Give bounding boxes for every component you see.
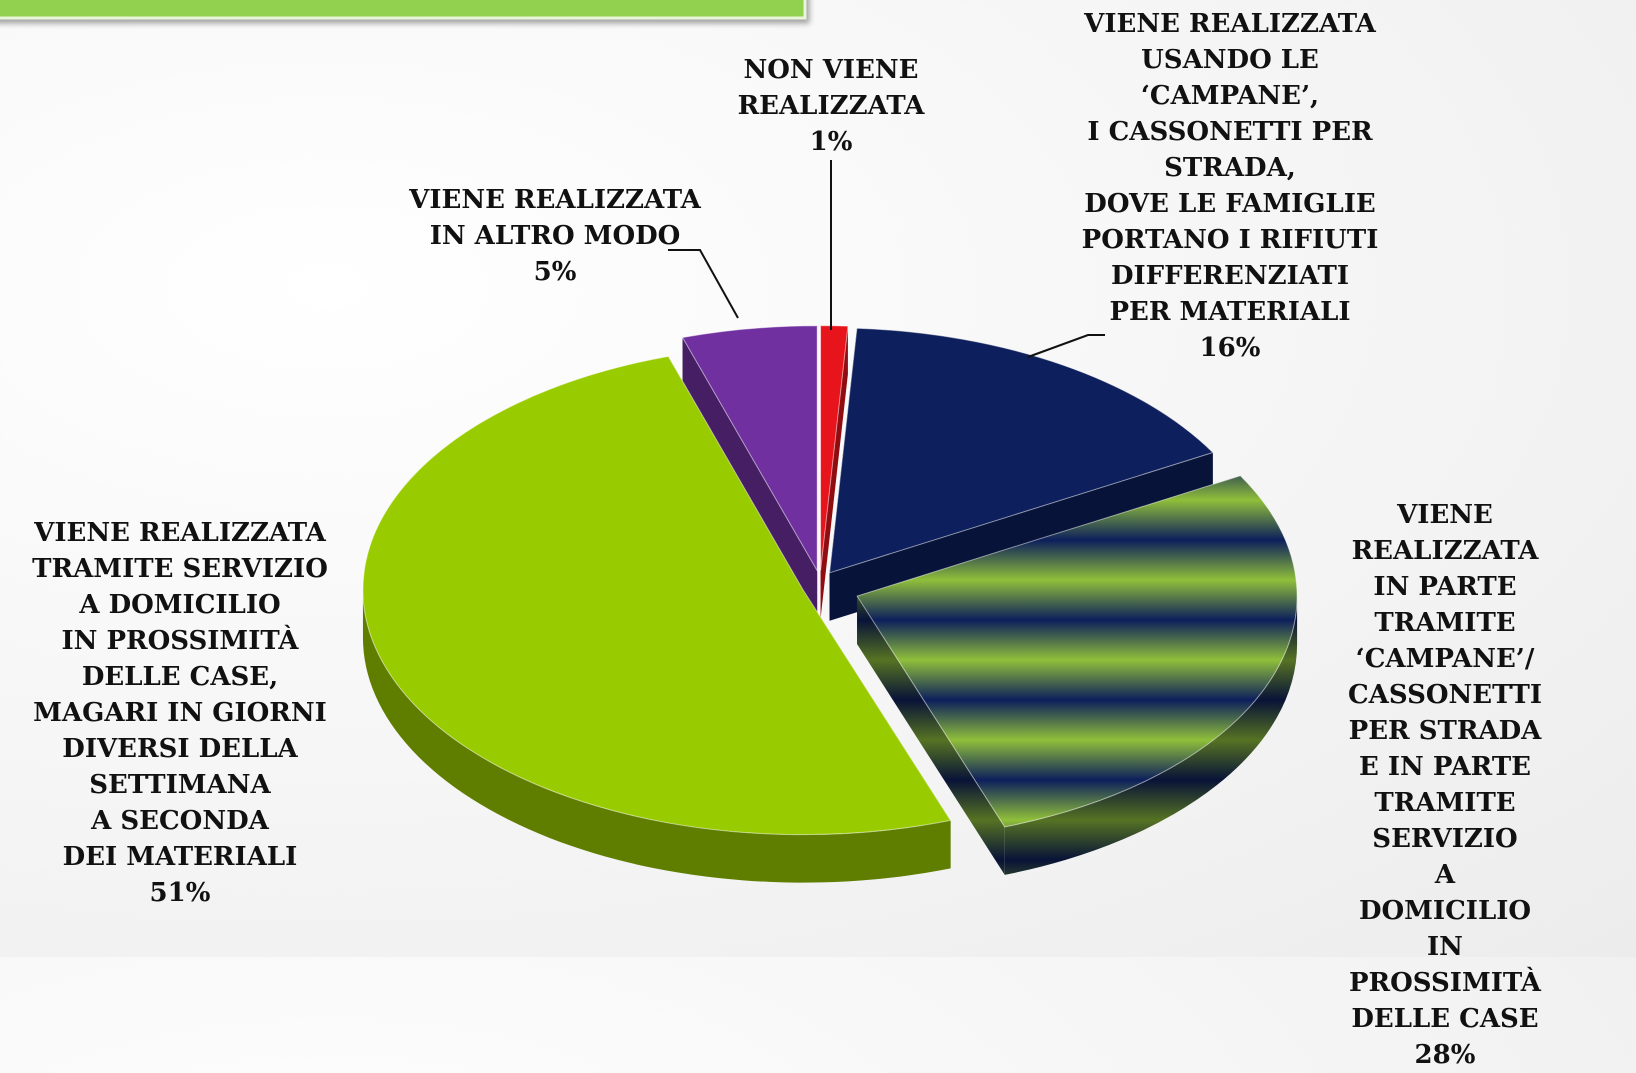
category-label: VIENE REALIZZATA USANDO LE ‘CAMPANE’, I … — [1081, 9, 1379, 327]
slice — [856, 475, 1298, 828]
slice — [681, 325, 818, 573]
slice-side — [1004, 596, 1298, 875]
leader-line — [668, 249, 739, 319]
slice — [820, 325, 849, 571]
slice-label: VIENE REALIZZATA IN PARTE TRAMITE ‘CAMPA… — [1348, 497, 1542, 1073]
leader-lines — [668, 160, 1105, 358]
slice-wall — [682, 337, 818, 619]
category-label: VIENE REALIZZATA IN PARTE TRAMITE ‘CAMPA… — [1347, 500, 1543, 1034]
slice-label: VIENE REALIZZATA USANDO LE ‘CAMPANE’, I … — [1082, 6, 1379, 366]
slice-wall — [820, 326, 848, 619]
category-label: VIENE REALIZZATA TRAMITE SERVIZIO A DOMI… — [32, 518, 328, 872]
pie — [362, 325, 1298, 883]
banner — [0, 0, 807, 20]
value-label: 51% — [149, 878, 211, 908]
value-label: 16% — [1199, 333, 1261, 363]
slice-label: NON VIENE REALIZZATA 1% — [738, 52, 925, 160]
slice-wall — [857, 596, 1005, 875]
slice-side — [362, 589, 951, 883]
value-label: 5% — [533, 257, 577, 287]
category-label: VIENE REALIZZATA IN ALTRO MODO — [409, 185, 701, 251]
slice — [828, 327, 1214, 574]
chart — [0, 0, 1298, 883]
value-label: 28% — [1414, 1040, 1476, 1070]
value-label: 1% — [809, 127, 853, 157]
leader-line — [1027, 334, 1105, 358]
category-label: NON VIENE REALIZZATA — [737, 55, 925, 121]
slice-label: VIENE REALIZZATA TRAMITE SERVIZIO A DOMI… — [32, 515, 328, 911]
slice — [362, 355, 952, 836]
slice-label: VIENE REALIZZATA IN ALTRO MODO 5% — [409, 182, 701, 290]
